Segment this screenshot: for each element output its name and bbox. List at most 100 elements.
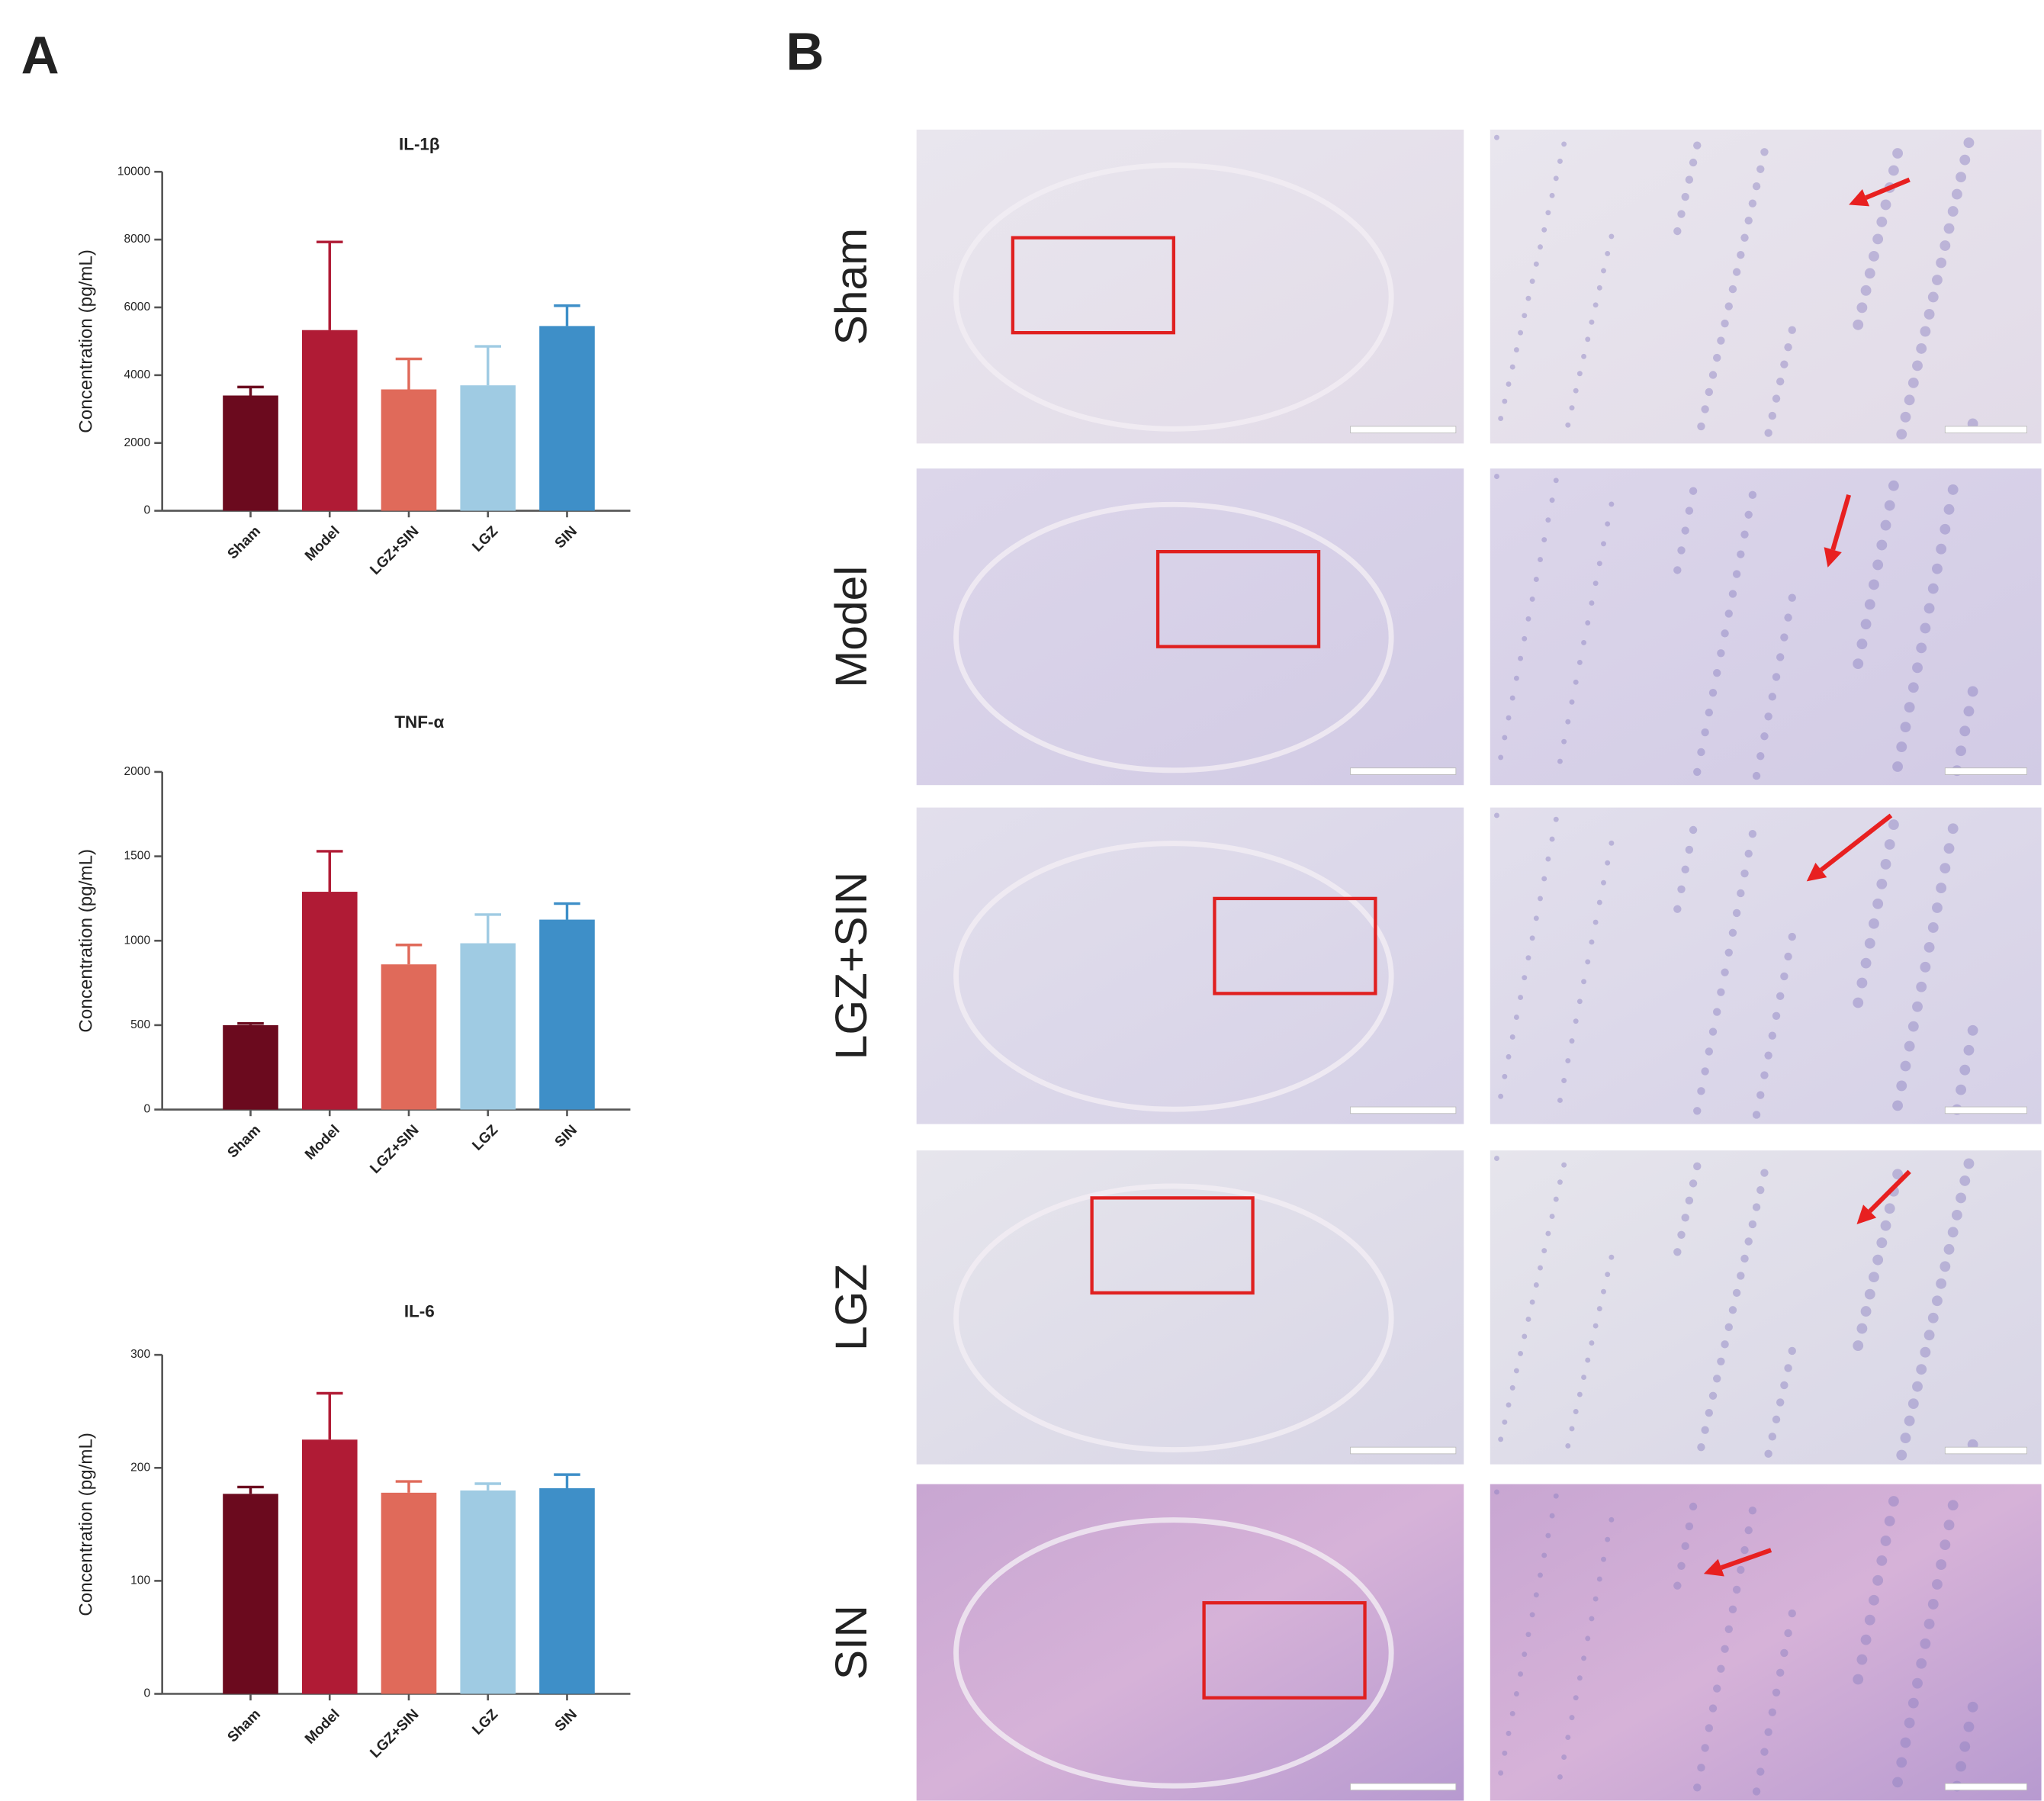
nucleus [1585,336,1591,343]
nucleus [1872,559,1884,571]
nucleus [1596,899,1602,905]
nucleus [1513,675,1519,681]
nucleus [1853,1674,1864,1685]
nucleus [1581,979,1587,985]
nucleus [1756,1091,1765,1099]
nucleus [1869,1594,1879,1606]
nucleus [1573,1409,1579,1414]
nucleus [1744,510,1753,519]
nucleus [1596,1306,1602,1312]
nucleus [1685,845,1694,854]
x-tick-label: Model [302,1706,343,1748]
nucleus [1681,192,1689,201]
nucleus [1708,1704,1718,1713]
nucleus [1752,1203,1761,1211]
nucleus [1860,619,1872,630]
nucleus [1864,268,1875,279]
nucleus [1677,210,1686,218]
nucleus [1912,662,1923,674]
nucleus [1724,1323,1733,1332]
nucleus [1752,1787,1761,1796]
nucleus [1509,1034,1515,1040]
histology-overview [916,1484,1464,1801]
scale-bar [1350,1446,1457,1455]
nucleus [1764,1728,1772,1736]
nucleus [1565,719,1571,725]
nucleus [1959,725,1971,737]
nucleus [1545,1230,1551,1237]
row-label: LGZ [827,1264,876,1351]
nucleus [1869,1272,1879,1283]
nucleus [1681,1542,1689,1551]
nucleus [1920,622,1931,634]
nucleus [1916,343,1927,354]
nucleus [1689,487,1698,495]
nucleus [1904,1717,1915,1729]
nucleus [1717,1664,1725,1673]
nucleus [1538,557,1543,563]
nucleus [1907,1398,1919,1410]
chart-title: IL-1β [399,135,440,154]
nucleus [1493,1156,1499,1161]
error-bar [474,913,502,944]
nucleus [1760,1748,1769,1756]
nucleus [1963,137,1975,149]
nucleus [1506,381,1512,388]
nucleus [1538,896,1543,902]
nucleus [1518,995,1524,1001]
nucleus [1740,530,1749,539]
nucleus [1772,673,1781,681]
nucleus [1549,497,1555,503]
arrow-shaft [1868,1169,1911,1214]
nucleus [1927,583,1939,594]
zoom-box [1090,1196,1255,1295]
nucleus [1856,302,1868,314]
nucleus [1932,902,1943,913]
nucleus [1780,972,1788,981]
nucleus [1701,1744,1709,1752]
zoom-box [1213,896,1377,995]
nucleus [1565,422,1571,428]
nucleus [1685,1522,1694,1531]
nucleus [1732,1288,1741,1298]
nucleus [1522,1333,1528,1339]
nucleus [1752,182,1761,191]
nucleus [1748,1506,1757,1515]
nucleus [1493,474,1499,480]
nucleus [1701,1426,1709,1434]
nucleus [1884,839,1895,850]
nucleus [1576,1391,1583,1397]
nucleus [1708,688,1718,697]
nucleus [1764,1449,1772,1458]
nucleus [1576,1675,1583,1681]
nucleus [1776,1398,1785,1407]
arrow-head [1703,1558,1724,1577]
nucleus [1701,1067,1709,1076]
nucleus [1708,371,1718,379]
nucleus [1900,722,1911,733]
x-tick-label: SIN [552,523,580,552]
nucleus [1788,326,1796,334]
nucleus [1557,1097,1563,1103]
nucleus [1752,771,1761,780]
y-tick-label: 200 [130,1461,150,1474]
nucleus [1959,1175,1971,1186]
nucleus [1701,728,1709,737]
y-tick-label: 6000 [124,301,151,314]
nucleus [1585,620,1591,626]
nucleus [1565,1058,1571,1064]
nucleus [1697,1087,1705,1095]
nucleus [1963,1044,1975,1056]
nucleus [1884,1203,1895,1214]
nucleus [1888,165,1899,176]
zoom-box [1155,550,1321,648]
nucleus [1744,216,1753,225]
nucleus [1576,999,1583,1005]
error-bar [554,304,580,326]
nucleus [1541,876,1547,882]
nucleus [1573,679,1579,685]
nucleus [1533,577,1539,582]
nucleus [1932,1295,1943,1307]
nucleus [1943,843,1955,854]
nucleus [1943,1520,1955,1531]
